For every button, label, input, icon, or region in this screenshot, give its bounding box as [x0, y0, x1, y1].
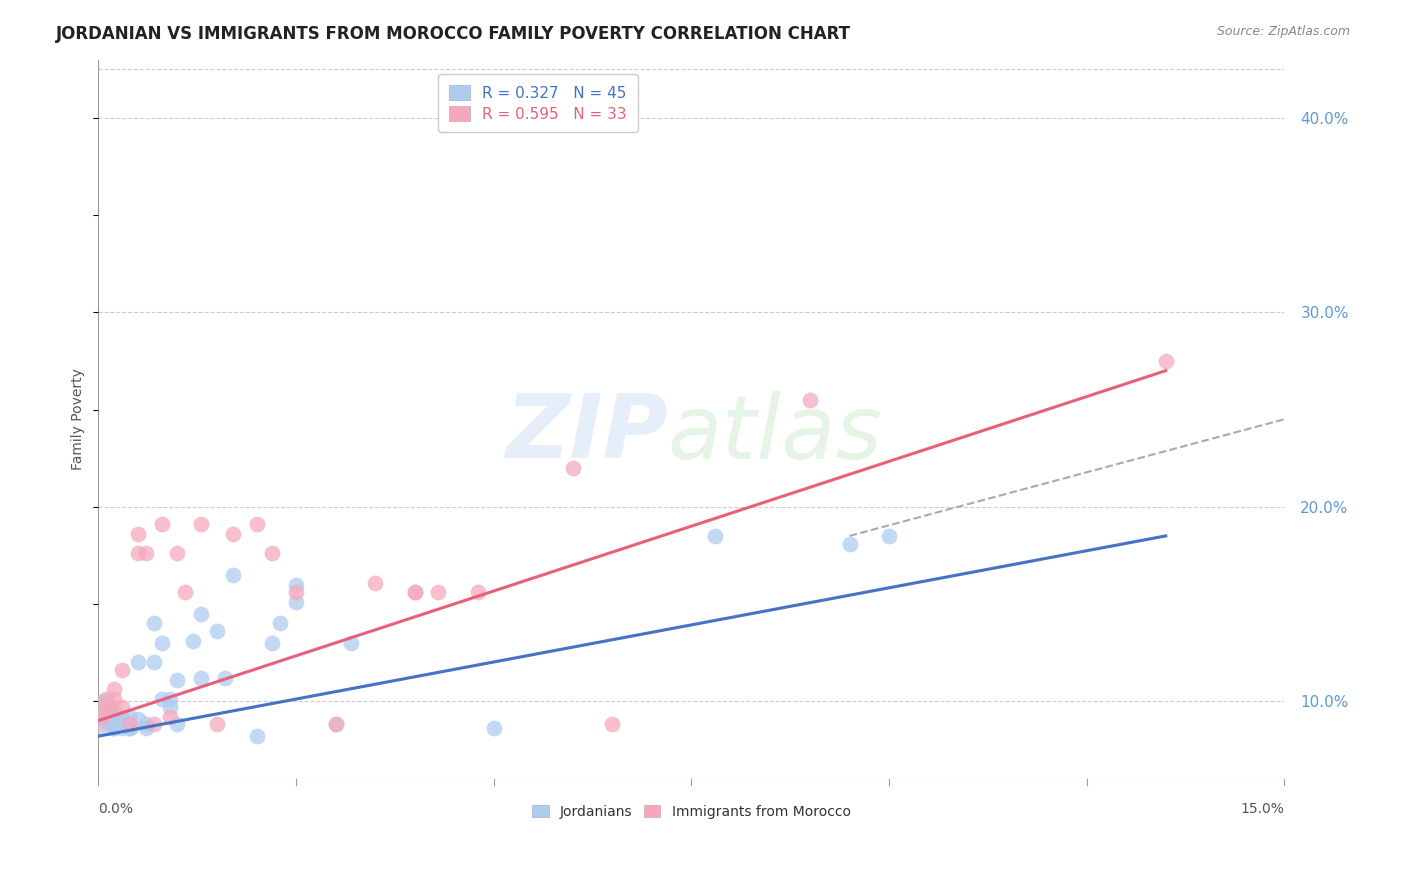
- Point: [561, 461, 583, 475]
- Point: [222, 527, 245, 541]
- Point: [135, 546, 157, 560]
- Point: [150, 517, 173, 532]
- Point: [364, 575, 387, 590]
- Point: [135, 722, 157, 736]
- Point: [166, 546, 188, 560]
- Point: [135, 717, 157, 731]
- Point: [205, 624, 228, 639]
- Point: [174, 585, 197, 599]
- Point: [120, 722, 142, 736]
- Point: [96, 714, 118, 728]
- Point: [115, 717, 138, 731]
- Point: [427, 585, 450, 599]
- Point: [285, 577, 308, 591]
- Point: [142, 717, 165, 731]
- Point: [325, 717, 347, 731]
- Point: [103, 722, 125, 736]
- Text: ZIP: ZIP: [505, 390, 668, 477]
- Point: [127, 527, 149, 541]
- Point: [91, 707, 114, 722]
- Point: [91, 707, 114, 722]
- Point: [127, 655, 149, 669]
- Point: [103, 709, 125, 723]
- Point: [262, 546, 284, 560]
- Point: [96, 694, 118, 708]
- Point: [91, 709, 114, 723]
- Point: [190, 671, 212, 685]
- Point: [103, 692, 125, 706]
- Point: [142, 655, 165, 669]
- Point: [190, 607, 212, 621]
- Point: [404, 585, 426, 599]
- Point: [127, 546, 149, 560]
- Point: [214, 671, 236, 685]
- Point: [799, 392, 821, 407]
- Point: [159, 709, 181, 723]
- Legend: Jordanians, Immigrants from Morocco: Jordanians, Immigrants from Morocco: [526, 798, 858, 826]
- Point: [159, 692, 181, 706]
- Point: [103, 717, 125, 731]
- Point: [838, 537, 860, 551]
- Point: [96, 692, 118, 706]
- Point: [877, 529, 900, 543]
- Point: [111, 700, 134, 714]
- Point: [111, 717, 134, 731]
- Point: [704, 529, 727, 543]
- Y-axis label: Family Poverty: Family Poverty: [72, 368, 86, 470]
- Point: [159, 700, 181, 714]
- Text: 15.0%: 15.0%: [1240, 802, 1284, 816]
- Point: [103, 722, 125, 736]
- Point: [150, 636, 173, 650]
- Point: [103, 682, 125, 697]
- Text: JORDANIAN VS IMMIGRANTS FROM MOROCCO FAMILY POVERTY CORRELATION CHART: JORDANIAN VS IMMIGRANTS FROM MOROCCO FAM…: [56, 25, 851, 43]
- Text: 0.0%: 0.0%: [98, 802, 134, 816]
- Point: [142, 616, 165, 631]
- Point: [98, 700, 121, 714]
- Point: [150, 692, 173, 706]
- Point: [285, 585, 308, 599]
- Point: [205, 717, 228, 731]
- Text: atlas: atlas: [668, 391, 883, 476]
- Point: [166, 717, 188, 731]
- Point: [245, 729, 267, 743]
- Point: [467, 585, 489, 599]
- Point: [340, 636, 363, 650]
- Point: [325, 717, 347, 731]
- Point: [190, 517, 212, 532]
- Point: [120, 717, 142, 731]
- Point: [245, 517, 267, 532]
- Point: [404, 585, 426, 599]
- Point: [1154, 354, 1177, 368]
- Point: [120, 709, 142, 723]
- Point: [96, 700, 118, 714]
- Point: [1154, 849, 1177, 863]
- Point: [285, 595, 308, 609]
- Point: [602, 717, 624, 731]
- Point: [111, 709, 134, 723]
- Point: [98, 709, 121, 723]
- Point: [269, 616, 291, 631]
- Point: [262, 636, 284, 650]
- Point: [127, 712, 149, 726]
- Point: [222, 567, 245, 582]
- Point: [111, 722, 134, 736]
- Text: Source: ZipAtlas.com: Source: ZipAtlas.com: [1216, 25, 1350, 38]
- Point: [166, 673, 188, 687]
- Point: [91, 707, 114, 722]
- Point: [120, 722, 142, 736]
- Point: [482, 722, 505, 736]
- Point: [111, 663, 134, 677]
- Point: [181, 633, 204, 648]
